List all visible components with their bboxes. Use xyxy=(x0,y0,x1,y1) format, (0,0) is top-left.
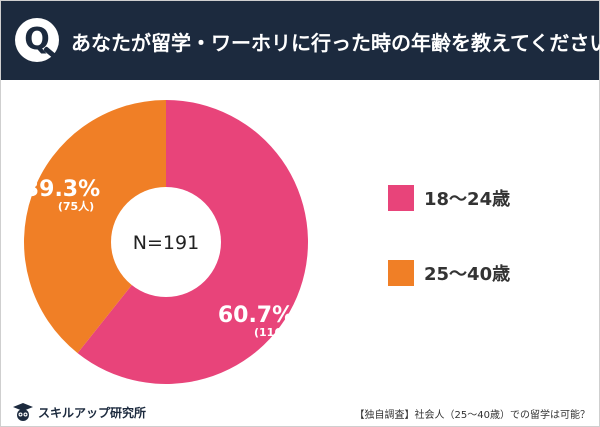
graduation-owl-icon xyxy=(13,403,33,421)
source-note: 【独自調査】社会人（25〜40歳）での留学は可能？ xyxy=(354,410,590,421)
footer-logo: スキルアップ研究所 xyxy=(12,402,146,422)
question-header: Q あなたが留学・ワーホリに行った時の年齢を教えてください xyxy=(1,1,600,80)
legend-label: 25〜40歳 xyxy=(424,264,511,285)
legend-item-18-24: 18〜24歳 xyxy=(388,185,510,211)
center-label: N=191 xyxy=(133,232,199,254)
slice-count-label: (116人) xyxy=(254,325,298,339)
pie-slice-1 xyxy=(23,99,167,354)
question-badge-icon: Q xyxy=(15,18,59,62)
legend-label: 18〜24歳 xyxy=(424,189,511,210)
legend-swatch xyxy=(388,185,414,211)
slice-percent-label: 39.3% xyxy=(24,177,100,202)
logo-text: スキルアップ研究所 xyxy=(38,405,147,420)
legend-item-25-40: 25〜40歳 xyxy=(388,260,510,286)
slice-count-label: (75人) xyxy=(58,199,94,213)
legend-swatch xyxy=(388,260,414,286)
donut-hole xyxy=(111,187,221,297)
slice-percent-label: 60.7% xyxy=(218,303,294,328)
question-title: あなたが留学・ワーホリに行った時の年齢を教えてください xyxy=(71,31,600,55)
